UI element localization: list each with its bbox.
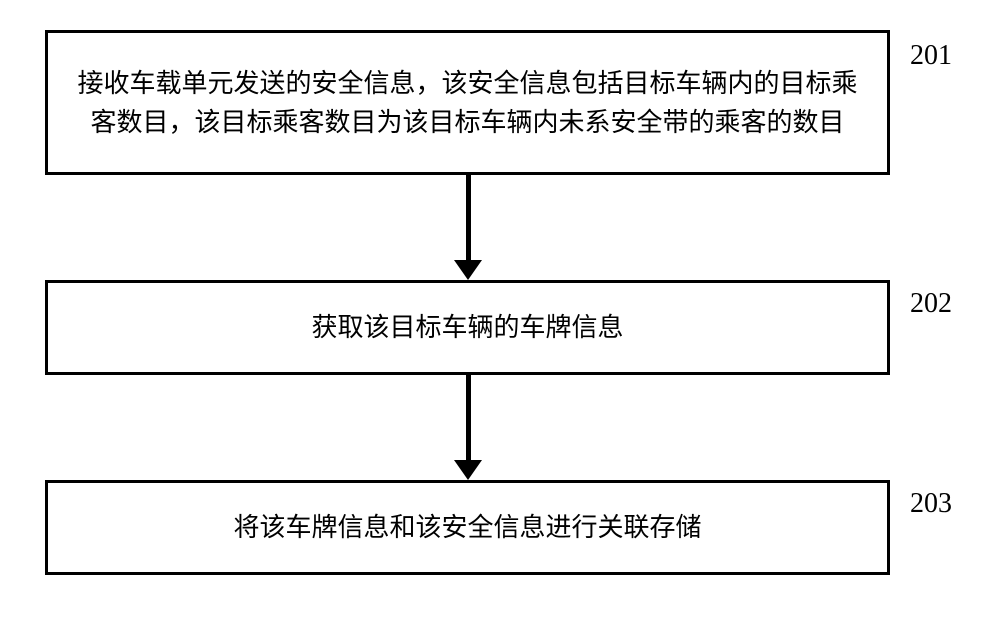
flow-step-3: 将该车牌信息和该安全信息进行关联存储 [45,480,890,575]
flow-step-3-text: 将该车牌信息和该安全信息进行关联存储 [233,508,701,547]
flowchart-canvas: 接收车载单元发送的安全信息，该安全信息包括目标车辆内的目标乘客数目，该目标乘客数… [0,0,1000,637]
arrow-2-line [466,375,471,460]
arrow-1-line [466,175,471,260]
flow-step-1-label: 201 [910,40,952,72]
flow-step-2-text: 获取该目标车辆的车牌信息 [311,308,623,347]
flow-step-2: 获取该目标车辆的车牌信息 [45,280,890,375]
flow-step-3-label: 203 [910,488,952,520]
flow-step-1: 接收车载单元发送的安全信息，该安全信息包括目标车辆内的目标乘客数目，该目标乘客数… [45,30,890,175]
flow-step-1-text: 接收车载单元发送的安全信息，该安全信息包括目标车辆内的目标乘客数目，该目标乘客数… [68,64,867,142]
flow-step-2-label: 202 [910,288,952,320]
